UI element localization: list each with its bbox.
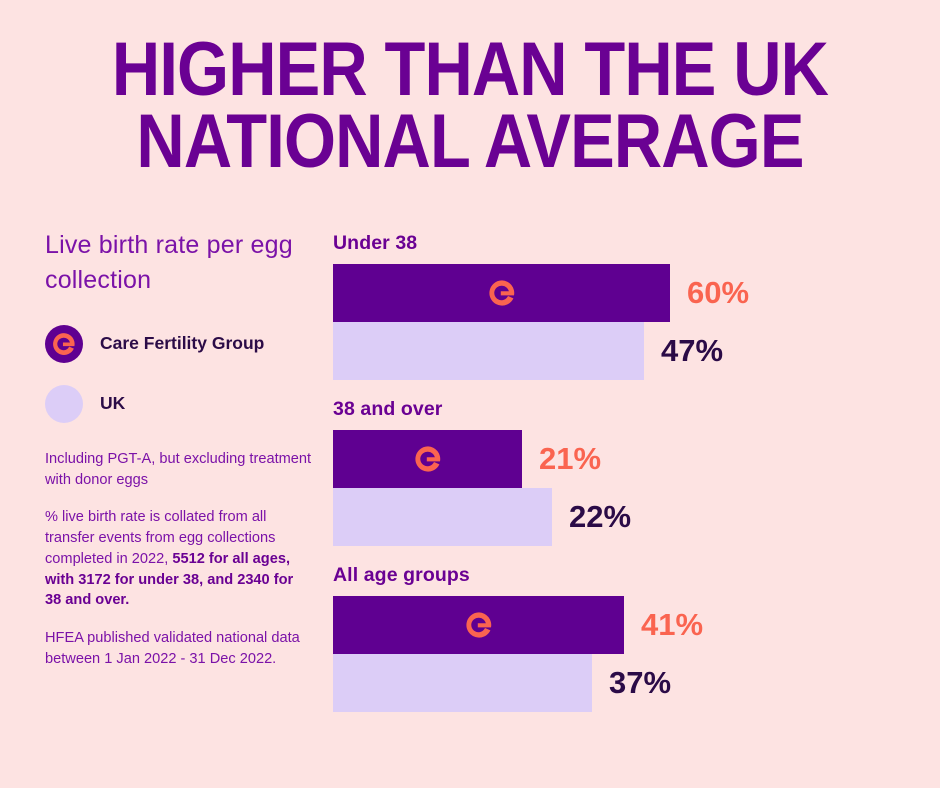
value-care-38-and-over: 21% [539,441,602,476]
value-care-under-38: 60% [687,275,750,310]
footnote-hfea-text: HFEA published validated national data b… [45,630,300,667]
footnote-collation-bold: 5512 for all ages, with 3172 for under 3… [45,550,294,609]
care-fertility-logo-icon [45,325,83,363]
footnote-hfea: HFEA published validated national data b… [45,628,313,669]
care-fertility-mark-icon [464,610,494,640]
page-title-line-1: HIGHER THAN THE UK [111,27,829,112]
bar-row-uk-under-38: 47% [333,322,908,380]
value-uk-38-and-over: 22% [569,499,632,534]
bar-uk-38-and-over [333,488,552,546]
footnote-pgta: Including PGT-A, but excluding treatment… [45,449,313,490]
bar-row-uk-38-and-over: 22% [333,488,908,546]
value-uk-under-38: 47% [661,333,724,368]
chart-group-under-38: Under 38 60% 47% [333,232,908,380]
value-care-all-age-groups: 41% [641,607,704,642]
bar-uk-under-38 [333,322,644,380]
value-uk-all-age-groups: 37% [609,665,672,700]
bar-care-all-age-groups [333,596,624,654]
bar-row-care-38-and-over: 21% [333,430,908,488]
sidebar: Live birth rate per egg collection Care … [45,228,313,669]
footnote-collation: % live birth rate is collated from all t… [45,507,313,611]
care-fertility-mark-icon [487,278,517,308]
bar-chart: Under 38 60% 47% 38 and over [333,232,908,730]
bar-care-38-and-over [333,430,522,488]
legend-label-care-fertility-group: Care Fertility Group [100,333,265,354]
footnote-collation-text: % live birth rate is collated from all t… [45,509,276,567]
care-fertility-mark-icon [413,444,443,474]
bar-care-under-38 [333,264,670,322]
bar-row-uk-all-age-groups: 37% [333,654,908,712]
footnote-pgta-text: Including PGT-A, but excluding treatment… [45,451,312,488]
bar-row-care-all-age-groups: 41% [333,596,908,654]
bar-uk-all-age-groups [333,654,592,712]
group-title-38-and-over: 38 and over [333,398,443,420]
group-title-under-38: Under 38 [333,232,418,254]
bar-row-care-under-38: 60% [333,264,908,322]
chart-group-all-age-groups: All age groups 41% 37% [333,564,908,712]
legend-item-uk: UK [45,385,313,423]
chart-subtitle: Live birth rate per egg collection [45,231,293,294]
footnotes: Including PGT-A, but excluding treatment… [45,449,313,669]
uk-swatch-icon [45,385,83,423]
chart-group-38-and-over: 38 and over 21% 22% [333,398,908,546]
page-title: HIGHER THAN THE UK NATIONAL AVERAGE [0,27,940,185]
page-title-line-2: NATIONAL AVERAGE [136,99,804,185]
group-title-all-age-groups: All age groups [333,564,470,586]
legend-item-care-fertility-group: Care Fertility Group [45,325,313,363]
legend-label-uk: UK [100,393,126,414]
chart-legend: Care Fertility Group UK [45,325,313,423]
